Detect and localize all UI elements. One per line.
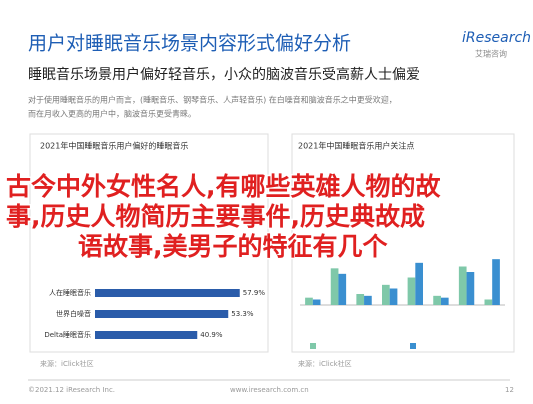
bar — [95, 310, 229, 318]
category-label: Delta睡眠音乐 — [44, 330, 91, 339]
right-panel — [291, 133, 515, 353]
subtitle: 睡眠音乐场景用户偏好轻音乐，小众的脑波音乐受高薪人士偏爱 — [28, 66, 420, 83]
category-label: 世界白噪音 — [56, 309, 91, 318]
bar — [305, 297, 313, 305]
bar — [330, 268, 339, 305]
logo-sub: 艾瑞咨询 — [475, 49, 507, 59]
bar — [433, 295, 441, 305]
overlay-text: 事,历史人物简历主要事件,历史典故成 — [6, 202, 425, 231]
bar — [407, 277, 416, 305]
charts: 人在睡眠音乐 57.9% 世界白噪音 53.3% Delta睡眠音乐 40.9% — [44, 259, 505, 349]
chart-title: 2021年中国睡眠音乐用户偏好的睡眠音乐 — [40, 141, 188, 151]
value-label: 40.9% — [200, 331, 223, 339]
bar — [440, 297, 449, 305]
bar — [415, 262, 423, 305]
bar — [466, 272, 475, 305]
bar — [338, 273, 347, 305]
source: 来源：iClick社区 — [298, 359, 352, 368]
overlay-text: 语故事,美男子的特征有几个 — [78, 232, 388, 261]
footer-left: ©2021.12 iResearch Inc. — [28, 386, 115, 394]
chart-title: 2021年中国睡眠音乐用户关注点 — [298, 141, 414, 151]
paragraph-line: 对于使用睡眠音乐的用户而言，(睡眠音乐、钢琴音乐、人声轻音乐) 在白噪音和脑波音… — [28, 95, 397, 105]
left-panel — [29, 133, 269, 353]
bar — [364, 295, 372, 305]
title: 用户对睡眠音乐场景内容形式偏好分析 — [28, 33, 351, 55]
bar — [356, 294, 365, 305]
bar — [312, 299, 321, 305]
category-label: 人在睡眠音乐 — [49, 288, 91, 297]
legend-marker — [410, 343, 416, 349]
bar — [95, 289, 240, 297]
value-label: 57.9% — [243, 289, 266, 297]
bar — [389, 288, 398, 305]
bar — [458, 266, 467, 305]
paragraph-line: 而在月收入更高的用户中，脑波音乐更受青睐。 — [28, 109, 196, 119]
value-label: 53.3% — [231, 310, 254, 318]
overlay-text: 古今中外女性名人,有哪些英雄人物的故 — [6, 172, 441, 201]
footer-center: www.iresearch.com.cn — [230, 386, 309, 394]
bar — [484, 299, 493, 305]
source: 来源：iClick社区 — [40, 359, 94, 368]
page-number: 12 — [505, 386, 514, 394]
bar — [492, 259, 500, 305]
bar — [382, 284, 390, 305]
logo: iResearch — [462, 30, 531, 46]
bar — [95, 331, 198, 339]
legend-marker — [310, 343, 316, 349]
